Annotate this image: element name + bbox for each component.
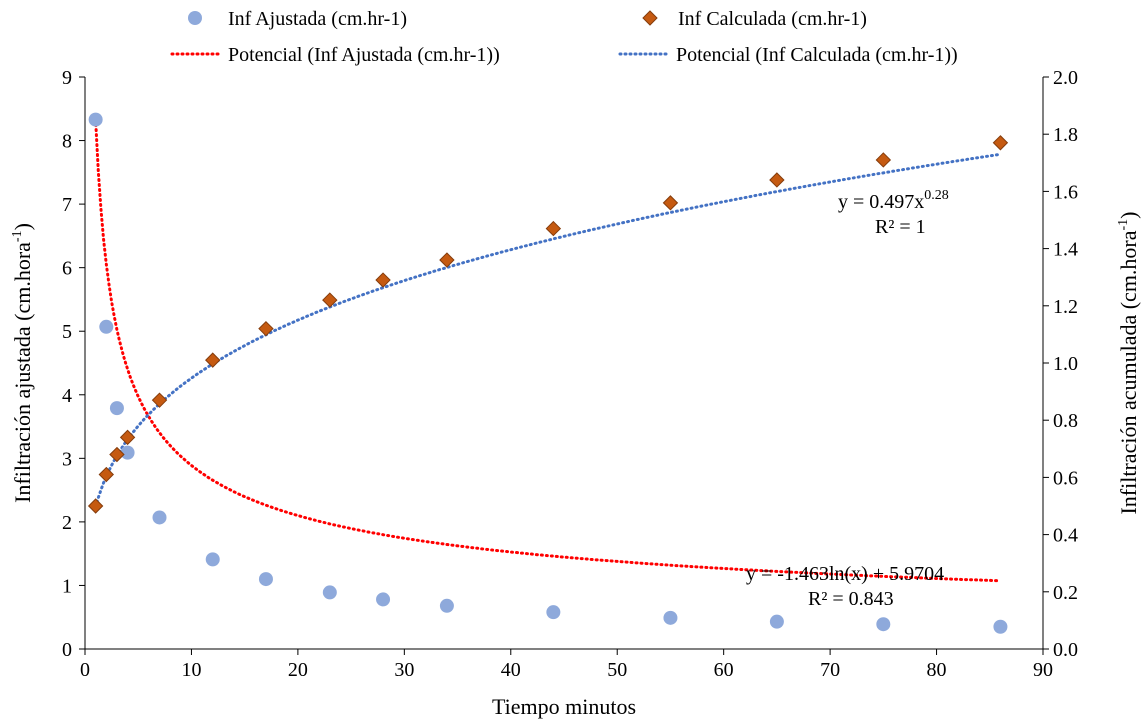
point-inf-ajustada xyxy=(258,572,273,587)
x-tick-label: 40 xyxy=(501,659,521,681)
equation-calculada-exp: 0.28 xyxy=(924,188,949,203)
legend: Inf Ajustada (cm.hr-1) Inf Calculada (cm… xyxy=(170,8,958,66)
y-right-tick-label: 0.4 xyxy=(1053,525,1078,547)
y-left-tick-label: 6 xyxy=(62,258,72,280)
point-inf-calculada xyxy=(98,466,114,483)
y-right-tick-label: 1.2 xyxy=(1053,296,1078,318)
point-inf-ajustada xyxy=(109,401,124,416)
x-tick-label: 30 xyxy=(394,659,414,681)
markers xyxy=(87,112,1009,634)
y-right-tick-label: 0.0 xyxy=(1053,639,1078,661)
x-tick-label: 0 xyxy=(80,659,90,681)
y-axis-right-title-close: ) xyxy=(1116,211,1141,218)
point-inf-calculada xyxy=(205,352,221,368)
trendlines xyxy=(94,118,1002,583)
y-right-tick-label: 0.8 xyxy=(1053,410,1078,432)
point-inf-ajustada xyxy=(546,605,561,620)
r2-calculada: R² = 1 xyxy=(875,216,926,238)
point-inf-calculada xyxy=(875,152,892,168)
y-left-tick-label: 8 xyxy=(62,131,72,153)
y-right-tick-label: 2.0 xyxy=(1053,67,1078,89)
point-inf-calculada xyxy=(322,292,338,308)
x-axis-title: Tiempo minutos xyxy=(492,694,636,719)
y-axis-right-title: Infiltración acumulada (cm.hora-1) xyxy=(1116,211,1141,514)
legend-label-ajustada: Inf Ajustada (cm.hr-1) xyxy=(228,8,407,30)
equation-ajustada-visible: y = -1.463ln(x) + 5.9704 xyxy=(746,563,944,585)
y-left-tick-label: 1 xyxy=(62,575,72,597)
point-inf-calculada xyxy=(545,220,562,237)
y-right-tick-label: 0.6 xyxy=(1053,467,1078,489)
y-left-tick-label: 9 xyxy=(62,67,72,89)
legend-label-calculada: Inf Calculada (cm.hr-1) xyxy=(678,8,867,30)
point-inf-calculada xyxy=(119,429,136,446)
point-inf-calculada xyxy=(87,498,104,514)
point-inf-ajustada xyxy=(120,445,135,460)
point-inf-ajustada xyxy=(769,614,784,629)
y-axis-right-title-sup: -1 xyxy=(1116,219,1131,231)
x-tick-label: 10 xyxy=(181,659,201,681)
point-inf-calculada xyxy=(109,446,125,463)
point-inf-ajustada xyxy=(99,319,114,334)
y-right-tick-label: 1.8 xyxy=(1053,124,1078,146)
y-axis-left-title-close: ) xyxy=(10,223,35,230)
y-left-tick-label: 3 xyxy=(62,448,72,470)
y-left-tick-label: 0 xyxy=(62,639,72,661)
point-inf-ajustada xyxy=(205,552,220,567)
x-tick-label: 50 xyxy=(607,659,627,681)
y-left-tick-label: 5 xyxy=(62,321,72,343)
x-tick-label: 80 xyxy=(927,659,947,681)
trendline-potencial-ajustada xyxy=(94,118,1002,583)
point-inf-ajustada xyxy=(376,592,391,607)
x-tick-label: 20 xyxy=(288,659,308,681)
y-right-tick-label: 1.0 xyxy=(1053,353,1078,375)
point-inf-ajustada xyxy=(88,112,103,127)
y-left-tick-label: 7 xyxy=(62,194,72,216)
point-inf-ajustada xyxy=(876,617,891,632)
y-left-tick-label: 4 xyxy=(62,385,72,407)
trendline-potencial-calculada xyxy=(94,152,1002,509)
point-inf-calculada xyxy=(769,172,785,188)
legend-label-potencial-ajustada: Potencial (Inf Ajustada (cm.hr-1)) xyxy=(228,44,500,66)
point-inf-ajustada xyxy=(663,610,678,625)
y-left-tick-label: 2 xyxy=(62,512,72,534)
point-inf-calculada xyxy=(439,252,455,268)
point-inf-ajustada xyxy=(152,510,167,525)
point-inf-calculada xyxy=(992,135,1009,151)
x-tick-label: 90 xyxy=(1033,659,1053,681)
equation-calculada: y = 0.497x0.28 xyxy=(838,188,949,213)
legend-label-potencial-calculada: Potencial (Inf Calculada (cm.hr-1)) xyxy=(676,44,958,66)
point-inf-ajustada xyxy=(439,598,454,613)
point-inf-calculada xyxy=(662,195,679,211)
x-tick-label: 70 xyxy=(820,659,840,681)
ticks xyxy=(79,76,1049,655)
legend-marker-ajustada xyxy=(188,11,202,25)
point-inf-calculada xyxy=(151,392,168,408)
y-right-tick-label: 0.2 xyxy=(1053,582,1078,604)
y-axis-right-title-main: Infiltración acumulada (cm.hora xyxy=(1116,230,1141,514)
point-inf-ajustada xyxy=(322,585,337,600)
y-axis-left-title-main: Infiltración ajustada (cm.hora xyxy=(10,242,35,503)
tick-labels: 0 10 20 30 40 50 60 70 80 90 0 1 2 3 4 5 6 7 8 9 0.0 0.2 0.4 0.… xyxy=(62,67,1078,681)
point-inf-ajustada xyxy=(993,619,1008,634)
y-right-tick-label: 1.4 xyxy=(1053,239,1078,261)
y-axis-left-title: Infiltración ajustada (cm.hora-1) xyxy=(10,223,35,503)
legend-marker-calculada xyxy=(642,10,658,26)
point-inf-calculada xyxy=(258,320,274,337)
y-right-tick-label: 1.6 xyxy=(1053,181,1078,203)
point-inf-calculada xyxy=(375,272,391,288)
y-axis-left-title-sup: -1 xyxy=(10,230,25,242)
equation-calculada-base: y = 0.497x xyxy=(838,191,924,213)
x-tick-label: 60 xyxy=(714,659,734,681)
r2-ajustada: R² = 0.843 xyxy=(808,588,894,610)
